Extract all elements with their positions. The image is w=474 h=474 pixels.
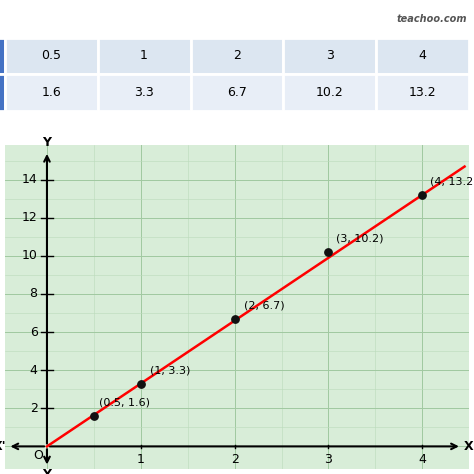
- Point: [419, 191, 426, 199]
- Text: 4: 4: [419, 453, 426, 466]
- Text: 4: 4: [30, 364, 37, 377]
- Text: Y: Y: [43, 136, 52, 149]
- Text: (1, 3.3): (1, 3.3): [150, 365, 191, 375]
- Text: (3, 10.2): (3, 10.2): [336, 234, 383, 244]
- Text: 12: 12: [22, 211, 37, 224]
- Text: 8: 8: [29, 287, 37, 301]
- Point: [137, 380, 145, 387]
- Text: 3: 3: [325, 453, 332, 466]
- Text: (4, 13.2): (4, 13.2): [430, 176, 474, 186]
- Text: 10: 10: [22, 249, 37, 262]
- Text: O: O: [33, 449, 43, 462]
- Point: [231, 315, 238, 322]
- Text: Y: Y: [43, 468, 52, 474]
- Text: 14: 14: [22, 173, 37, 186]
- Text: teachoo.com: teachoo.com: [396, 14, 467, 24]
- Text: X: X: [464, 440, 473, 453]
- Point: [90, 412, 98, 419]
- Text: 1: 1: [137, 453, 145, 466]
- Text: 2: 2: [30, 402, 37, 415]
- Text: 2: 2: [231, 453, 238, 466]
- Text: X': X': [0, 440, 7, 453]
- Text: (2, 6.7): (2, 6.7): [244, 300, 285, 310]
- Text: (0.5, 1.6): (0.5, 1.6): [99, 397, 150, 408]
- Point: [325, 248, 332, 256]
- Text: 6: 6: [30, 326, 37, 338]
